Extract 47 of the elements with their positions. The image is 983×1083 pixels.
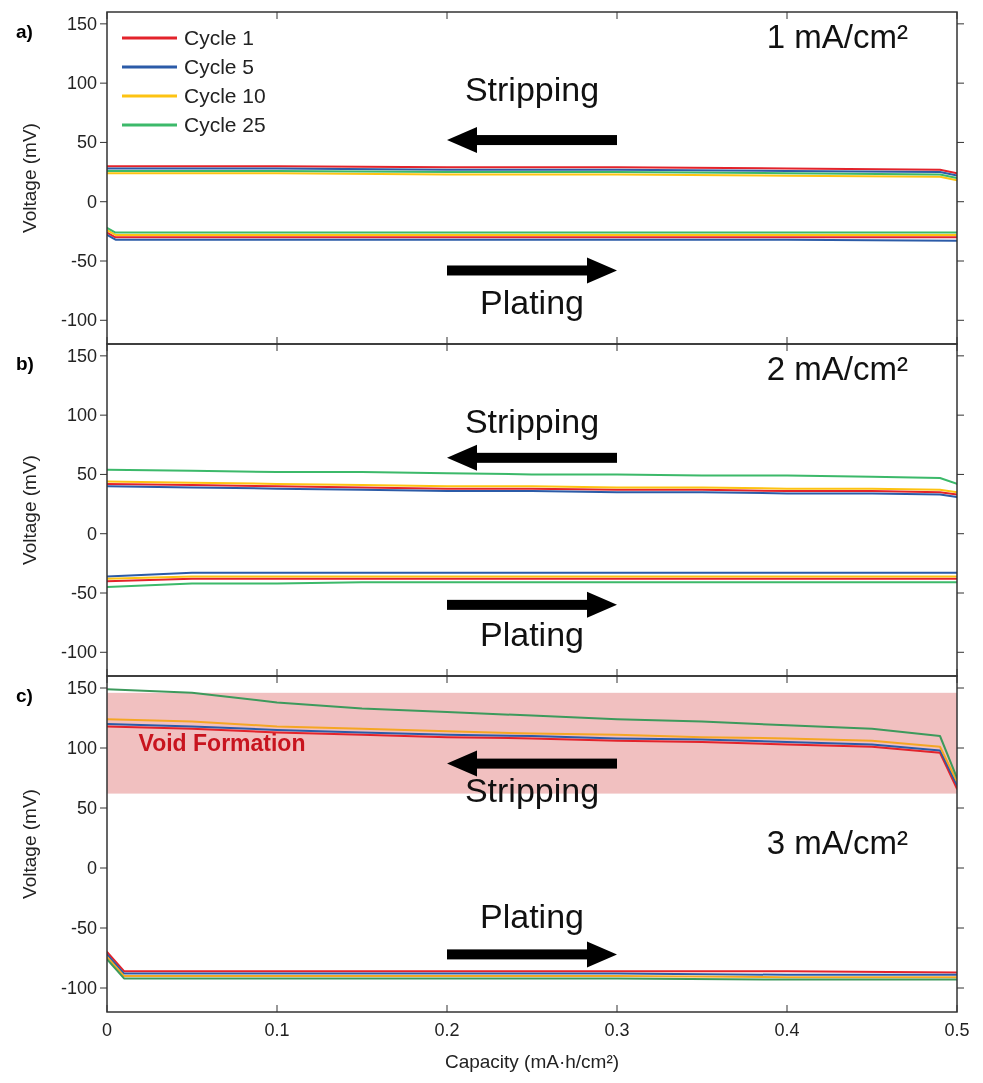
y-tick-label: -50 bbox=[70, 583, 97, 603]
legend-label: Cycle 1 bbox=[184, 26, 255, 49]
y-axis-title: Voltage (mV) bbox=[19, 455, 40, 565]
y-tick-label: 50 bbox=[76, 798, 97, 818]
y-tick-label: -100 bbox=[60, 978, 97, 998]
annotation: 1 mA/cm² bbox=[766, 17, 909, 55]
y-tick-label: 100 bbox=[66, 405, 97, 426]
x-axis-title: Capacity (mA·h/cm²) bbox=[444, 1051, 620, 1072]
y-tick-label: 150 bbox=[66, 345, 97, 366]
y-axis-title: Voltage (mV) bbox=[19, 123, 40, 233]
y-tick-label: -100 bbox=[60, 310, 97, 331]
y-tick-label: 0 bbox=[86, 858, 97, 878]
legend-label: Cycle 5 bbox=[184, 55, 255, 78]
x-tick-label: 0.1 bbox=[264, 1020, 290, 1040]
y-tick-label: -50 bbox=[70, 918, 97, 938]
y-tick-label: 150 bbox=[66, 13, 97, 34]
y-tick-label: 0 bbox=[86, 523, 97, 544]
text: b) bbox=[16, 353, 34, 374]
legend-label: Cycle 10 bbox=[184, 84, 266, 107]
legend-label: Cycle 25 bbox=[184, 113, 266, 136]
y-tick-label: 50 bbox=[76, 132, 97, 153]
line-series bbox=[107, 468, 957, 485]
x-tick-label: 0.4 bbox=[774, 1020, 800, 1040]
x-tick-label: 0 bbox=[101, 1020, 113, 1040]
x-tick-label: 0.2 bbox=[434, 1020, 460, 1040]
band-label: Void Formation bbox=[138, 730, 306, 757]
annotation: Stripping bbox=[464, 69, 600, 108]
x-tick-label: 0.3 bbox=[604, 1020, 630, 1040]
y-tick-label: 100 bbox=[66, 738, 97, 758]
text: a) bbox=[16, 21, 33, 42]
annotation: Plating bbox=[480, 283, 584, 322]
y-axis-title: Voltage (mV) bbox=[19, 789, 40, 899]
line-series bbox=[107, 688, 957, 779]
y-tick-label: 0 bbox=[86, 191, 97, 212]
annotation: Plating bbox=[480, 897, 584, 935]
y-tick-label: 150 bbox=[66, 678, 97, 698]
annotation: Stripping bbox=[464, 401, 600, 440]
text: c) bbox=[16, 685, 33, 706]
y-tick-label: 100 bbox=[66, 73, 97, 94]
y-tick-label: -100 bbox=[60, 642, 97, 663]
annotation: Plating bbox=[480, 615, 584, 654]
x-tick-label: 0.5 bbox=[944, 1020, 970, 1040]
annotation: 2 mA/cm² bbox=[766, 349, 909, 387]
y-tick-label: -50 bbox=[70, 251, 97, 271]
annotation: 3 mA/cm² bbox=[766, 824, 909, 861]
annotation: Stripping bbox=[464, 771, 600, 809]
y-tick-label: 50 bbox=[76, 464, 97, 485]
